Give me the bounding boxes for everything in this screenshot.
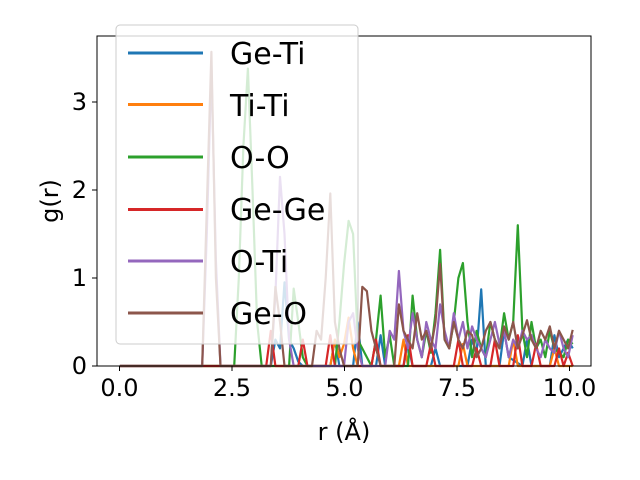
y-axis-label: g(r): [36, 179, 64, 223]
legend-label: O-O: [230, 141, 290, 176]
x-tick-label: 2.5: [213, 374, 251, 402]
x-tick-label: 7.5: [438, 374, 476, 402]
legend-label: Ti-Ti: [229, 89, 290, 124]
y-tick-label: 0: [72, 352, 87, 380]
y-tick-label: 1: [72, 264, 87, 292]
legend-label: Ge-Ge: [230, 193, 325, 228]
legend-label: Ge-O: [230, 297, 307, 332]
x-axis-label: r (Å): [318, 417, 371, 446]
y-axis: 0 1 2 3 g(r): [36, 88, 97, 380]
y-tick-label: 2: [72, 176, 87, 204]
series-line-ge-o: [119, 50, 574, 368]
y-tick-label: 3: [72, 88, 87, 116]
x-tick-label: 10.0: [543, 374, 596, 402]
legend-label: O-Ti: [230, 245, 288, 280]
legend: Ge-Ti Ti-Ti O-O Ge-Ge O-Ti Ge-O: [115, 24, 359, 345]
x-tick-label: 0.0: [100, 374, 138, 402]
x-axis: 0.0 2.5 5.0 7.5 10.0 r (Å): [100, 366, 596, 446]
legend-label: Ge-Ti: [230, 37, 306, 72]
x-tick-label: 5.0: [325, 374, 363, 402]
